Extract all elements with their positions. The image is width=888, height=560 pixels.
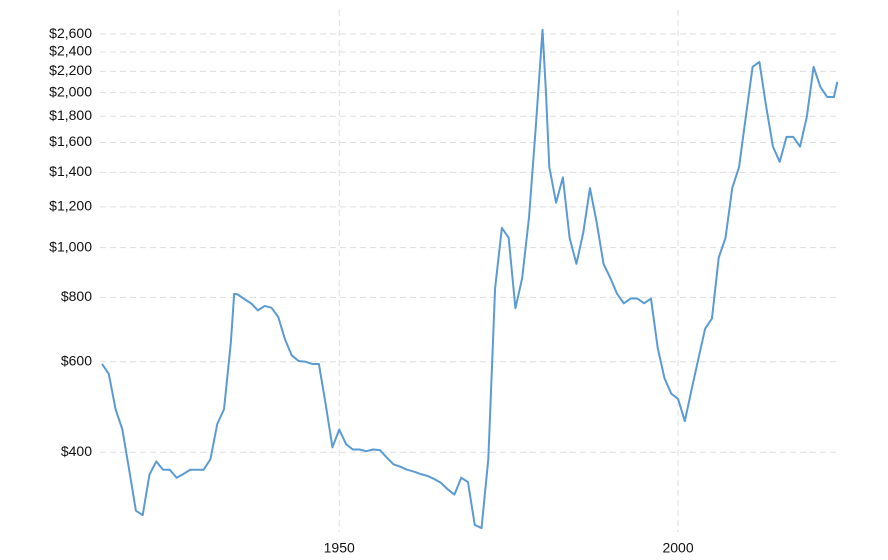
y-tick-label: $1,600 — [49, 133, 92, 149]
y-tick-label: $1,000 — [49, 238, 92, 254]
y-tick-label: $1,200 — [49, 198, 92, 214]
y-tick-label: $2,400 — [49, 43, 92, 59]
price-line — [101, 28, 839, 530]
y-tick-label: $600 — [61, 352, 92, 368]
y-tick-label: $2,600 — [49, 25, 92, 41]
y-tick-label: $1,400 — [49, 163, 92, 179]
y-tick-label: $1,800 — [49, 107, 92, 123]
x-tick-label: 1950 — [324, 540, 355, 556]
y-tick-label: $2,200 — [49, 62, 92, 78]
y-tick-label: $400 — [61, 443, 92, 459]
x-tick-label: 2000 — [662, 540, 693, 556]
y-tick-label: $2,000 — [49, 83, 92, 99]
y-tick-label: $800 — [61, 288, 92, 304]
